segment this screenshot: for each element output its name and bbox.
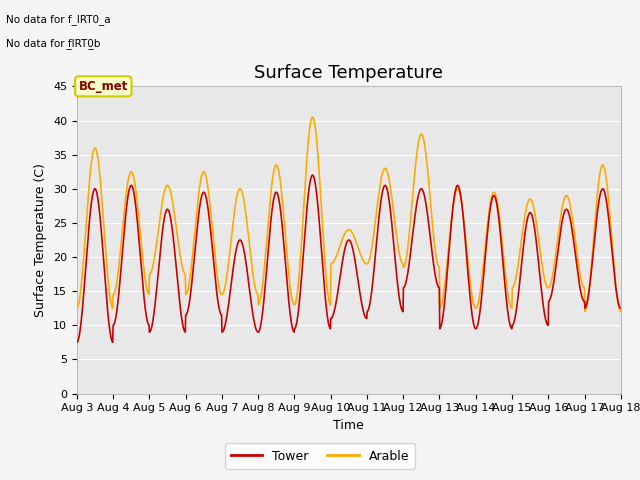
Legend: Tower, Arable: Tower, Arable [225, 444, 415, 469]
Y-axis label: Surface Temperature (C): Surface Temperature (C) [35, 163, 47, 317]
Title: Surface Temperature: Surface Temperature [254, 64, 444, 82]
X-axis label: Time: Time [333, 419, 364, 432]
Text: No data for f_IRT0_a: No data for f_IRT0_a [6, 14, 111, 25]
Text: No data for f̲IRT0̲b: No data for f̲IRT0̲b [6, 38, 100, 49]
Text: BC_met: BC_met [79, 80, 128, 93]
